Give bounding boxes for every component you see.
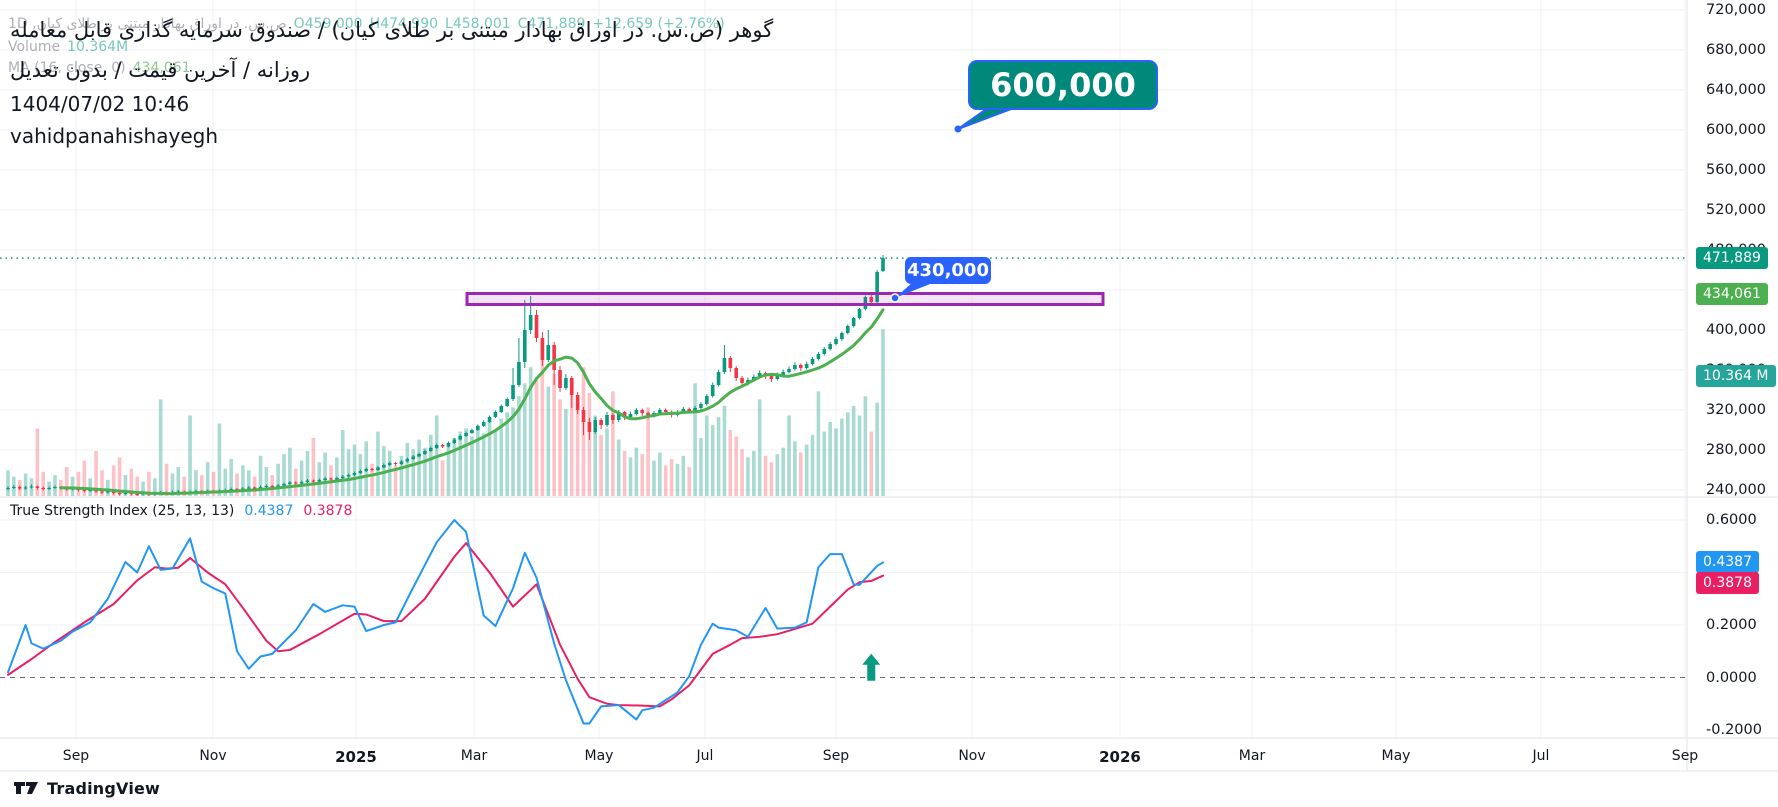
watermark-datetime: 1404/07/02 10:46 (10, 92, 190, 116)
price-tick-label: 320,000 (1706, 402, 1766, 418)
tsi-title: True Strength Index (25, 13, 13) (10, 503, 235, 519)
zone-price-text: 430,000 (907, 260, 989, 281)
volume-legend-row[interactable]: Volume 10.364M (8, 39, 128, 55)
time-tick-label: Sep (1671, 748, 1699, 764)
time-tick-label: Nov (199, 748, 227, 764)
time-tick-label: May (584, 748, 614, 764)
tsi-fast-flag: 0.4387 (1696, 551, 1759, 573)
watermark-title: گوهر (ص.س. در اوراق بهادار مبتنی بر طلای… (10, 18, 774, 42)
symbol-name: ص.س. در اوراق بهادار مبتنی بر طلای کیان,… (8, 16, 287, 32)
price-tick-label: 600,000 (1706, 122, 1766, 138)
ohlc-open: O459,000 (293, 16, 363, 32)
price-tick-label: 280,000 (1706, 442, 1766, 458)
watermark-username: vahidpanahishayegh (10, 124, 218, 148)
ohlc-close: C471,889 (517, 16, 586, 32)
price-target-text: 600,000 (990, 66, 1136, 104)
time-tick-label: Nov (958, 748, 986, 764)
tsi-fast-value: 0.4387 (244, 503, 294, 519)
tsi-tick-label: 0.6000 (1706, 512, 1757, 528)
watermark-subtitle: روزانه / آخرین قیمت / بدون تعدیل (10, 58, 311, 82)
tradingview-logo[interactable]: TradingView (14, 779, 160, 798)
tsi-tick-label: -0.2000 (1706, 722, 1762, 738)
ohlc-change: +12,659 (+2.76%) (592, 16, 725, 32)
price-tick-label: 400,000 (1706, 322, 1766, 338)
volume-value-flag: 10.364 M (1696, 365, 1776, 387)
tsi-tick-label: 0.0000 (1706, 669, 1757, 686)
ohlc-high: H474,990 (369, 16, 439, 32)
time-tick-year-label: 2025 (335, 748, 377, 766)
last-price-flag: 471,889 (1696, 247, 1768, 269)
price-tick-label: 560,000 (1706, 162, 1766, 178)
ma-value-flag: 434,061 (1696, 283, 1768, 305)
price-tick-label: 520,000 (1706, 202, 1766, 218)
price-target-callout[interactable]: 600,000 (968, 60, 1158, 110)
price-tick-label: 640,000 (1706, 82, 1766, 98)
time-tick-label: May (1381, 748, 1411, 764)
tsi-tick-label: 0.2000 (1706, 617, 1757, 633)
tradingview-logo-text: TradingView (47, 779, 161, 798)
volume-value: 10.364M (67, 39, 129, 55)
ma-legend-row[interactable]: MA (16, close, 0) 434,061 (8, 60, 191, 76)
ma-label: MA (16, close, 0) (8, 60, 126, 76)
ma-value: 434,061 (132, 60, 191, 76)
tsi-slow-flag: 0.3878 (1696, 572, 1759, 594)
time-tick-label: Mar (460, 748, 488, 764)
ohlc-low: L458,001 (445, 16, 511, 32)
price-tick-label: 720,000 (1706, 2, 1766, 18)
tradingview-logo-icon (14, 781, 38, 794)
time-tick-label: Sep (822, 748, 850, 764)
zone-price-callout[interactable]: 430,000 (905, 257, 991, 284)
tsi-slow-value: 0.3878 (303, 503, 353, 519)
tsi-up-arrow-marker[interactable] (862, 653, 881, 681)
time-tick-label: Sep (62, 748, 90, 764)
price-tick-label: 680,000 (1706, 42, 1766, 58)
symbol-legend-row[interactable]: ص.س. در اوراق بهادار مبتنی بر طلای کیان,… (8, 16, 725, 32)
time-tick-label: Jul (1532, 748, 1550, 764)
time-tick-year-label: 2026 (1099, 748, 1141, 766)
time-tick-label: Jul (696, 748, 714, 764)
time-tick-label: Mar (1238, 748, 1266, 764)
price-tick-label: 240,000 (1706, 482, 1766, 498)
tsi-legend-row[interactable]: True Strength Index (25, 13, 13) 0.4387 … (10, 503, 352, 519)
volume-label: Volume (8, 39, 61, 55)
